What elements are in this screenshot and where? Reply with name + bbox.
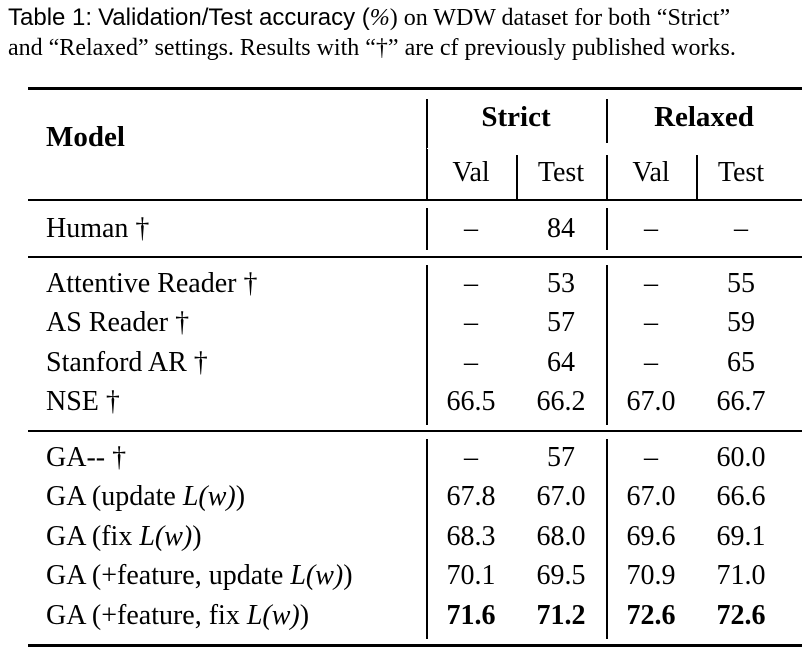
- caption-text-b: ) on WDW dataset for both “Strict”: [389, 5, 731, 31]
- row-name-prefix: GA (update: [46, 481, 183, 512]
- model-separator-baselines: [426, 265, 428, 425]
- row-relaxed-test: 71.0: [716, 560, 766, 591]
- row-strict-val: –: [464, 347, 478, 378]
- row-name-prefix: GA (fix: [46, 521, 140, 552]
- row-strict-test: 84: [547, 213, 575, 244]
- row-relaxed-val: –: [644, 307, 658, 338]
- row-relaxed-test: 55: [727, 268, 755, 299]
- row-relaxed-test: 59: [727, 307, 755, 338]
- setting-subrule: [427, 148, 802, 149]
- row-name-prefix: GA (+feature, update: [46, 560, 291, 591]
- setting-separator-ga: [606, 439, 608, 639]
- row-strict-test: 68.0: [536, 521, 586, 552]
- caption-label: Table 1:: [8, 4, 93, 31]
- row-relaxed-test: 60.0: [716, 442, 766, 473]
- row-name: GA-- †: [46, 442, 127, 473]
- table-caption: Table 1: Validation/Test accuracy (%) on…: [8, 3, 803, 63]
- setting-separator-human: [606, 208, 608, 250]
- caption-line-2: and “Relaxed” settings. Results with “†”…: [8, 35, 736, 61]
- top-rule: [28, 87, 802, 90]
- row-relaxed-test: 65: [727, 347, 755, 378]
- header-strict: Strict: [481, 101, 551, 133]
- model-separator-human: [426, 208, 428, 250]
- row-strict-val: 67.8: [446, 481, 496, 512]
- row-name-math: L(w): [139, 521, 193, 552]
- row-name-prefix: GA (+feature, fix: [46, 600, 247, 631]
- header-relaxed-test: Test: [717, 157, 765, 188]
- row-relaxed-val: 70.9: [626, 560, 676, 591]
- row-name-math: L(w): [290, 560, 344, 591]
- header-model: Model: [46, 121, 125, 153]
- row-strict-val: 68.3: [446, 521, 496, 552]
- row-strict-test: 64: [547, 347, 575, 378]
- strict-val-test-separator: [516, 155, 518, 199]
- row-name: Stanford AR †: [46, 347, 208, 378]
- row-relaxed-val: 67.0: [626, 481, 676, 512]
- setting-separator-subheader: [606, 155, 608, 199]
- row-relaxed-test-best: 72.6: [716, 600, 766, 631]
- row-strict-test: 67.0: [536, 481, 586, 512]
- row-relaxed-val-best: 72.6: [626, 600, 676, 631]
- model-separator-ga: [426, 439, 428, 639]
- row-name-suffix: ): [343, 560, 353, 591]
- group-rule-2: [28, 430, 802, 432]
- row-relaxed-val: –: [644, 347, 658, 378]
- row-strict-val: –: [464, 268, 478, 299]
- model-separator-header: [426, 99, 428, 199]
- row-relaxed-test: 66.7: [716, 386, 766, 417]
- bottom-rule: [28, 644, 802, 647]
- row-strict-test: 57: [547, 442, 575, 473]
- row-relaxed-val: 69.6: [626, 521, 676, 552]
- row-relaxed-val: –: [644, 213, 658, 244]
- header-relaxed: Relaxed: [654, 101, 754, 133]
- row-name-math: L(w): [182, 481, 236, 512]
- row-name: GA (+feature, update L(w)): [46, 559, 353, 593]
- header-rule: [28, 199, 802, 201]
- relaxed-val-test-separator: [696, 155, 698, 199]
- header-strict-test: Test: [537, 157, 585, 188]
- row-strict-test: 53: [547, 268, 575, 299]
- row-relaxed-val: –: [644, 442, 658, 473]
- row-name-math: L(w): [246, 600, 300, 631]
- row-name: GA (fix L(w)): [46, 520, 202, 554]
- row-name: GA (update L(w)): [46, 480, 245, 514]
- row-name: Human †: [46, 213, 150, 244]
- row-name: GA (+feature, fix L(w)): [46, 599, 309, 633]
- row-strict-val: 70.1: [446, 560, 496, 591]
- row-strict-test-best: 71.2: [536, 600, 586, 631]
- header-relaxed-val: Val: [632, 157, 670, 188]
- row-strict-test: 66.2: [536, 386, 586, 417]
- row-name-suffix: ): [299, 600, 310, 631]
- setting-separator-header: [606, 99, 608, 143]
- row-relaxed-val: –: [644, 268, 658, 299]
- row-name-suffix: ): [192, 521, 202, 552]
- row-relaxed-val: 67.0: [626, 386, 676, 417]
- row-strict-val-best: 71.6: [446, 600, 496, 631]
- row-relaxed-test: 66.6: [716, 481, 766, 512]
- row-relaxed-test: –: [734, 213, 748, 244]
- row-name: AS Reader †: [46, 307, 190, 338]
- row-name: NSE †: [46, 386, 120, 417]
- row-strict-val: –: [464, 442, 478, 473]
- setting-separator-baselines: [606, 265, 608, 425]
- row-relaxed-test: 69.1: [716, 521, 766, 552]
- row-strict-val: –: [464, 213, 478, 244]
- group-rule-1: [28, 256, 802, 258]
- row-strict-val: –: [464, 307, 478, 338]
- row-strict-test: 57: [547, 307, 575, 338]
- caption-percent: %: [369, 5, 390, 31]
- row-name-suffix: ): [235, 481, 246, 512]
- row-strict-val: 66.5: [446, 386, 496, 417]
- row-name: Attentive Reader †: [46, 268, 258, 299]
- caption-text-a: Validation/Test accuracy (: [98, 4, 370, 31]
- row-strict-test: 69.5: [536, 560, 586, 591]
- header-strict-val: Val: [452, 157, 490, 188]
